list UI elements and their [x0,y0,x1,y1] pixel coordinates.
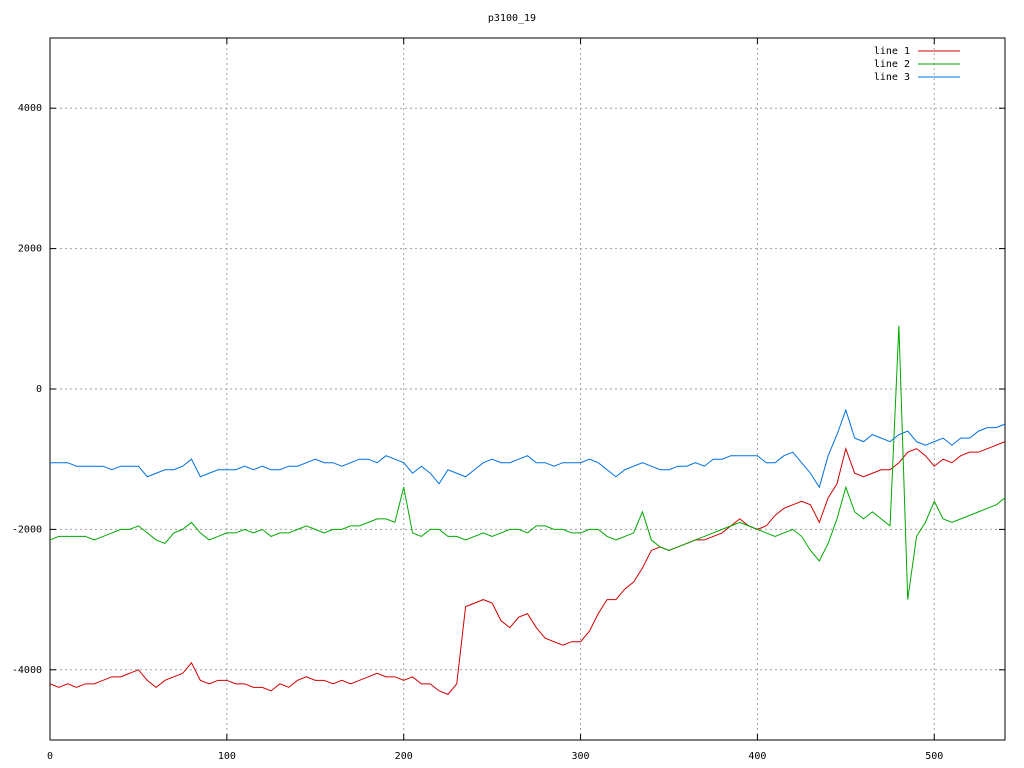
x-tick-label: 300 [572,751,590,762]
legend-label: line 2 [874,59,910,70]
x-tick-label: 400 [748,751,766,762]
plot-frame [49,37,1006,741]
legend-label: line 3 [874,72,910,83]
x-tick-label: 0 [47,751,53,762]
x-tick-label: 200 [395,751,413,762]
legend-label: line 1 [874,46,910,57]
y-tick-label: -4000 [12,665,42,676]
data-line [50,408,1006,489]
y-tick-label: 2000 [18,244,42,255]
chart-title: p3100_19 [488,13,536,24]
data-line [49,325,1006,600]
data-line [49,441,1006,695]
x-tick-label: 100 [218,751,236,762]
y-tick-label: -2000 [12,524,42,535]
x-tick-label: 500 [925,751,943,762]
y-tick-label: 4000 [18,103,42,114]
y-tick-label: 0 [36,384,42,395]
